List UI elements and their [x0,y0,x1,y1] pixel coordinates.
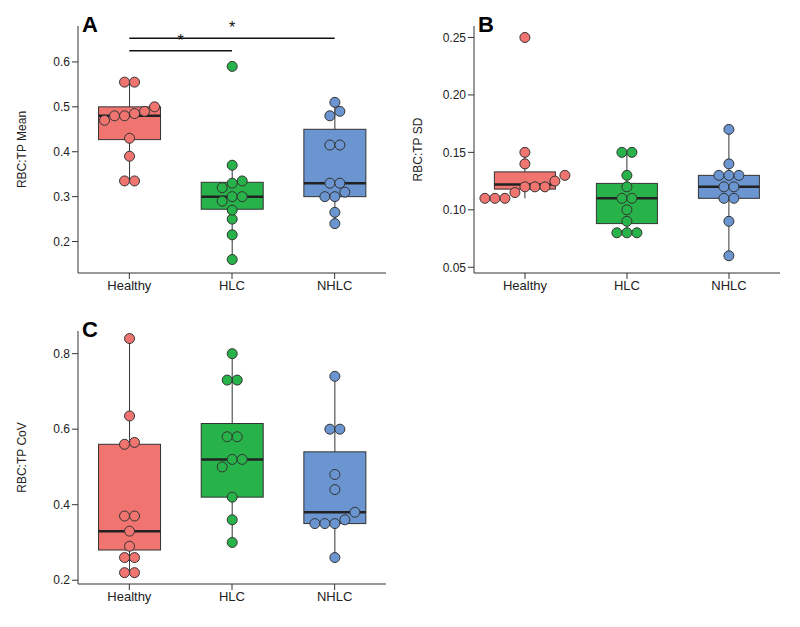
svg-text:RBC:TP CoV: RBC:TP CoV [15,422,29,492]
svg-text:NHLC: NHLC [711,278,746,293]
svg-text:0.4: 0.4 [53,498,70,512]
svg-text:0.4: 0.4 [53,145,70,159]
svg-text:NHLC: NHLC [317,278,352,293]
svg-text:0.10: 0.10 [443,203,467,217]
svg-text:RBC:TP Mean: RBC:TP Mean [15,111,29,188]
svg-text:NHLC: NHLC [317,589,352,604]
svg-text:0.2: 0.2 [53,573,70,587]
svg-text:0.20: 0.20 [443,88,467,102]
svg-text:Healthy: Healthy [107,589,152,604]
svg-text:0.25: 0.25 [443,31,467,45]
html-text:C: C [82,317,98,342]
svg-text:HLC: HLC [219,589,245,604]
html-text:B: B [478,12,494,37]
svg-text:0.2: 0.2 [53,235,70,249]
svg-text:RBC:TP SD: RBC:TP SD [411,117,425,181]
svg-text:*: * [229,19,235,36]
svg-text:0.6: 0.6 [53,422,70,436]
svg-text:*: * [178,32,184,49]
svg-text:0.5: 0.5 [53,100,70,114]
svg-text:0.8: 0.8 [53,347,70,361]
html-text:A: A [82,12,98,37]
svg-text:0.3: 0.3 [53,190,70,204]
svg-text:HLC: HLC [614,278,640,293]
svg-text:0.6: 0.6 [53,55,70,69]
svg-text:HLC: HLC [219,278,245,293]
svg-text:0.05: 0.05 [443,261,467,275]
svg-text:0.15: 0.15 [443,146,467,160]
svg-text:Healthy: Healthy [107,278,152,293]
svg-text:Healthy: Healthy [503,278,548,293]
